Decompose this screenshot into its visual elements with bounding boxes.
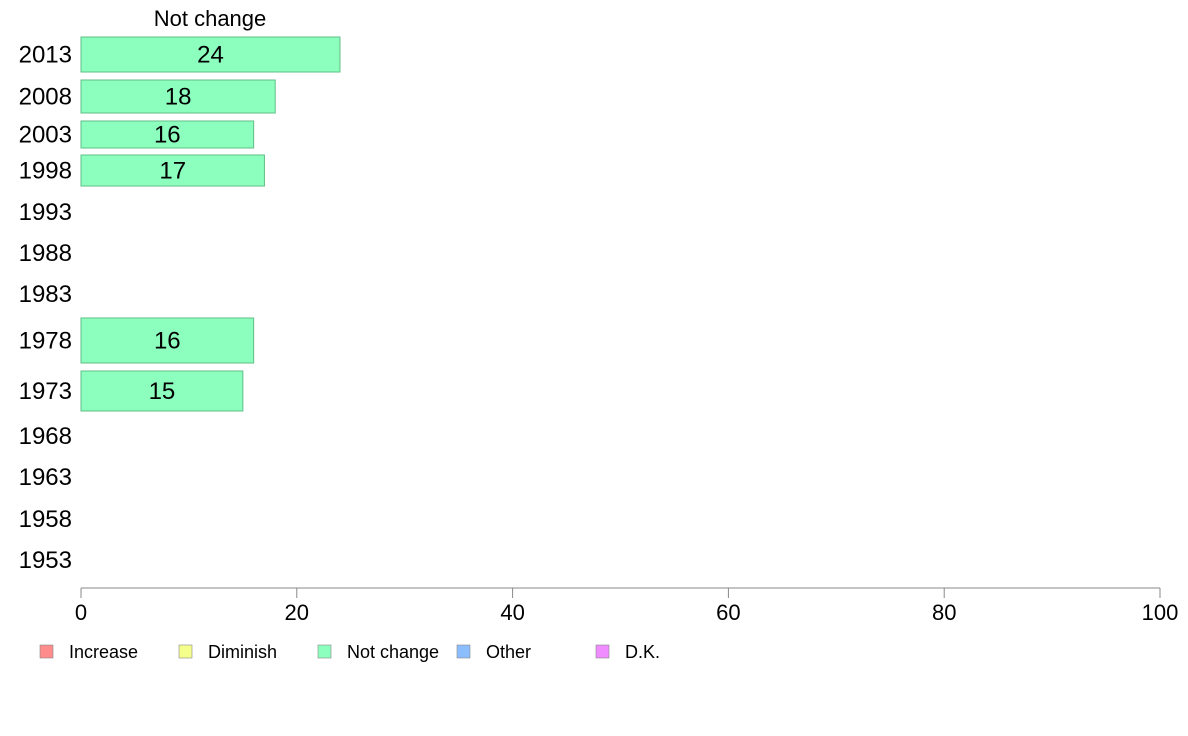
bar xyxy=(80,154,265,187)
x-tick-label: 60 xyxy=(716,600,740,625)
bar xyxy=(80,120,255,149)
bar-value-label: 16 xyxy=(154,122,181,149)
bar-value-label: 16 xyxy=(154,328,181,355)
year-label: 2008 xyxy=(19,84,72,111)
legend-swatch xyxy=(456,644,471,659)
bar xyxy=(80,79,276,114)
legend-swatch xyxy=(39,644,54,659)
legend-swatch xyxy=(178,644,193,659)
x-tick-label: 0 xyxy=(75,600,87,625)
year-label: 1998 xyxy=(19,158,72,185)
year-label: 1973 xyxy=(19,378,72,405)
year-label: 2003 xyxy=(19,122,72,149)
x-tick-label: 20 xyxy=(285,600,309,625)
legend-label: Increase xyxy=(69,642,138,662)
year-label: 1993 xyxy=(19,199,72,226)
bar-value-label: 15 xyxy=(149,378,176,405)
legend: Increase Diminish Not change Other D.K. xyxy=(39,642,660,662)
legend-label: Not change xyxy=(347,642,439,662)
year-label: 1963 xyxy=(19,464,72,491)
year-label: 1953 xyxy=(19,547,72,574)
legend-swatch xyxy=(595,644,610,659)
year-label: 1958 xyxy=(19,506,72,533)
legend-label: Other xyxy=(486,642,531,662)
bar-value-label: 24 xyxy=(197,42,224,69)
column-title: Not change xyxy=(154,6,267,31)
bar xyxy=(80,370,244,412)
legend-label: D.K. xyxy=(625,642,660,662)
x-tick-label: 100 xyxy=(1142,600,1179,625)
year-label: 2013 xyxy=(19,42,72,69)
year-label: 1978 xyxy=(19,328,72,355)
bar xyxy=(80,317,255,364)
year-label: 1968 xyxy=(19,423,72,450)
year-label: 1988 xyxy=(19,240,72,267)
year-label: 1983 xyxy=(19,281,72,308)
x-axis: 0 20 40 60 80 100 xyxy=(75,587,1179,625)
year-labels-group: 2013 2008 2003 1998 1993 1988 1983 1978 1973 1968… xyxy=(19,42,72,575)
legend-label: Diminish xyxy=(208,642,277,662)
legend-swatch xyxy=(317,644,332,659)
x-tick-label: 40 xyxy=(500,600,524,625)
x-tick-label: 80 xyxy=(932,600,956,625)
bar-value-label: 18 xyxy=(165,84,192,111)
bar xyxy=(80,36,341,73)
bar-value-label: 17 xyxy=(159,158,186,185)
